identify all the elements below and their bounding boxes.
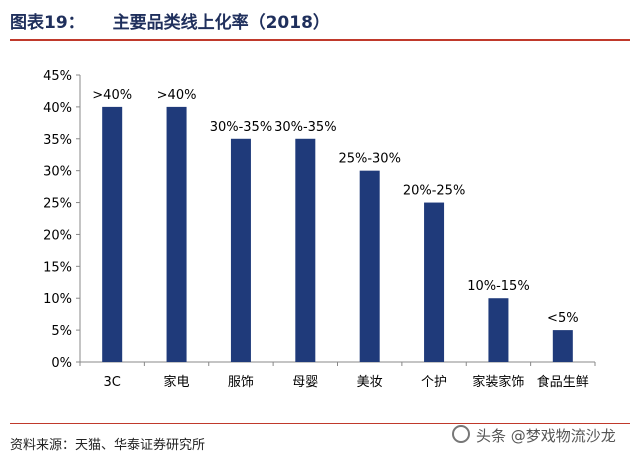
y-tick-label: 20% (43, 228, 72, 243)
chart-title: 主要品类线上化率（2018） (112, 13, 330, 33)
bar (488, 298, 509, 362)
x-tick-label: 个护 (421, 375, 447, 390)
y-tick-label: 45% (43, 69, 72, 84)
x-tick-label: 母婴 (292, 375, 318, 390)
chart-title-bar: 图表19： 主要品类线上化率（2018） (10, 8, 330, 33)
bar (295, 138, 316, 362)
y-tick-label: 0% (51, 356, 72, 371)
figure-number: 图表19： (10, 13, 85, 33)
x-tick-label: 食品生鲜 (537, 374, 589, 390)
data-label: 25%-30% (338, 152, 400, 167)
y-tick-label: 40% (43, 101, 72, 116)
watermark-icon (452, 425, 470, 443)
bar (102, 106, 123, 362)
source-note: 资料来源：天猫、华泰证券研究所 (10, 438, 206, 453)
y-tick-label: 35% (43, 133, 72, 148)
data-label: 30%-35% (274, 120, 336, 135)
y-tick-label: 10% (43, 292, 72, 307)
bar (166, 106, 187, 362)
x-tick-label: 家装家饰 (472, 374, 524, 390)
x-tick-label: 服饰 (228, 375, 254, 390)
watermark-text: 头条 @梦戏物流沙龙 (476, 427, 616, 445)
y-tick-label: 30% (43, 165, 72, 180)
y-tick-label: 5% (51, 324, 72, 339)
data-label: 20%-25% (403, 184, 465, 199)
data-label: >40% (157, 88, 197, 103)
x-tick-label: 3C (104, 375, 121, 390)
title-divider (10, 39, 630, 41)
x-tick-label: 家电 (164, 374, 190, 390)
data-label: 10%-15% (467, 279, 529, 294)
bar (359, 170, 380, 362)
watermark: 头条 @梦戏物流沙龙 (452, 425, 616, 446)
bar (424, 202, 445, 362)
data-label: <5% (547, 311, 579, 326)
data-label: >40% (92, 88, 132, 103)
data-label: 30%-35% (210, 120, 272, 135)
bar (230, 138, 251, 362)
y-tick-label: 15% (43, 260, 72, 275)
bar-chart: 0% 5% 10% 15% 20% 25% 30% 35% 40% 45% >40% 3C >40% 家电… (43, 69, 596, 390)
footer-divider (10, 423, 630, 424)
x-tick-label: 美妆 (357, 375, 383, 390)
y-tick-label: 25% (43, 197, 72, 212)
bar (552, 330, 573, 362)
